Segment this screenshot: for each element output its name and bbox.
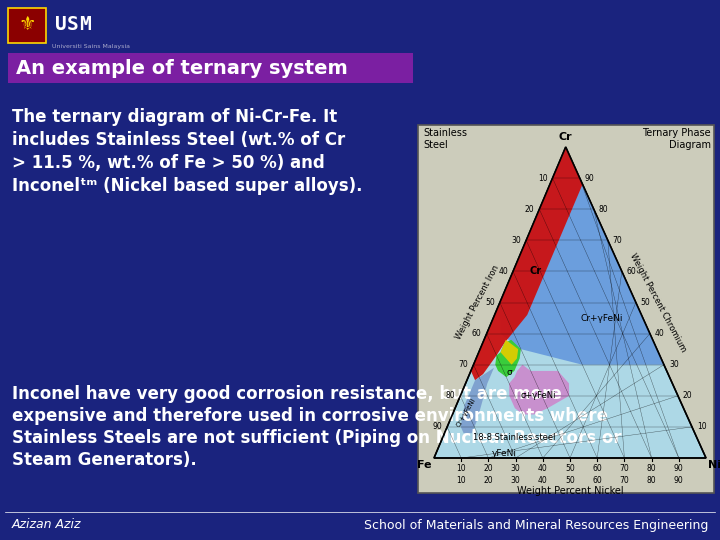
Text: 20: 20 — [484, 476, 493, 485]
Text: 40: 40 — [655, 329, 665, 338]
Text: Weight Percent Iron: Weight Percent Iron — [454, 264, 501, 341]
Text: Universiti Sains Malaysia: Universiti Sains Malaysia — [52, 44, 130, 49]
Text: 90: 90 — [433, 422, 442, 431]
Text: 80: 80 — [647, 464, 657, 473]
Text: 30: 30 — [669, 360, 679, 369]
Text: 20: 20 — [525, 205, 534, 214]
Polygon shape — [434, 147, 706, 458]
Text: U: U — [55, 16, 67, 35]
Text: ⚜: ⚜ — [18, 16, 36, 35]
Text: Cr+γFeNi: Cr+γFeNi — [581, 314, 624, 322]
Text: Stainless Steels are not sufficient (Piping on Nuclear Reactors or: Stainless Steels are not sufficient (Pip… — [12, 429, 621, 447]
Text: 20: 20 — [484, 464, 493, 473]
Text: 90: 90 — [674, 476, 684, 485]
Text: 60: 60 — [627, 267, 636, 276]
Text: 80: 80 — [446, 392, 455, 400]
Text: 50: 50 — [485, 298, 495, 307]
Text: σ+γFeNi: σ+γFeNi — [521, 392, 557, 400]
Text: 90: 90 — [585, 173, 595, 183]
Text: 50: 50 — [641, 298, 651, 307]
Text: Cr+γFeNi: Cr+γFeNi — [456, 397, 477, 428]
Text: expensive and therefore used in corrosive environments where: expensive and therefore used in corrosiv… — [12, 407, 608, 425]
Text: 30: 30 — [511, 236, 521, 245]
Bar — [418, 125, 714, 493]
Text: Azizan Aziz: Azizan Aziz — [12, 518, 81, 531]
Polygon shape — [500, 147, 706, 458]
Text: 70: 70 — [613, 236, 623, 245]
Text: An example of ternary system: An example of ternary system — [16, 58, 348, 78]
Text: Steam Generators).: Steam Generators). — [12, 451, 197, 469]
Text: Cr: Cr — [559, 132, 572, 142]
Text: Fe: Fe — [418, 460, 432, 470]
Text: Weight Percent Nickel: Weight Percent Nickel — [517, 486, 624, 496]
Bar — [52, 8, 110, 43]
Text: Inconelᵗᵐ (Nickel based super alloys).: Inconelᵗᵐ (Nickel based super alloys). — [12, 177, 362, 195]
Text: 30: 30 — [510, 464, 521, 473]
Bar — [8, 53, 413, 83]
Bar — [8, 8, 46, 43]
Polygon shape — [471, 147, 582, 380]
Text: The ternary diagram of Ni-Cr-Fe. It: The ternary diagram of Ni-Cr-Fe. It — [12, 108, 337, 126]
Text: 10: 10 — [697, 422, 706, 431]
Text: 40: 40 — [538, 464, 548, 473]
Text: 40: 40 — [538, 476, 548, 485]
Text: Weight Percent Chromium: Weight Percent Chromium — [628, 252, 688, 353]
Text: γFeNi: γFeNi — [492, 449, 517, 458]
Text: 60: 60 — [593, 476, 602, 485]
Text: includes Stainless Steel (wt.% of Cr: includes Stainless Steel (wt.% of Cr — [12, 131, 346, 149]
Text: 20: 20 — [683, 392, 693, 400]
Text: σ: σ — [507, 368, 513, 376]
Polygon shape — [495, 340, 521, 377]
Text: 10: 10 — [456, 464, 466, 473]
Text: Ni: Ni — [708, 460, 720, 470]
Text: 60: 60 — [593, 464, 602, 473]
Text: Inconel have very good corrosion resistance, but are more: Inconel have very good corrosion resista… — [12, 385, 562, 403]
Text: 40: 40 — [498, 267, 508, 276]
Text: M: M — [79, 16, 91, 35]
Text: 80: 80 — [599, 205, 608, 214]
Polygon shape — [461, 368, 494, 433]
Text: 80: 80 — [647, 476, 657, 485]
Text: S: S — [67, 16, 78, 35]
Text: Stainless
Steel: Stainless Steel — [423, 128, 467, 151]
Text: 70: 70 — [619, 476, 629, 485]
Text: 70: 70 — [459, 360, 469, 369]
Text: 50: 50 — [565, 476, 575, 485]
Text: 50: 50 — [565, 464, 575, 473]
Text: 30: 30 — [510, 476, 521, 485]
Text: 10: 10 — [456, 476, 466, 485]
Text: Cr: Cr — [529, 266, 541, 276]
Text: 18-8 Stainless steel: 18-8 Stainless steel — [473, 433, 555, 442]
Polygon shape — [509, 364, 569, 415]
Polygon shape — [500, 340, 518, 365]
Text: Ternary Phase
Diagram: Ternary Phase Diagram — [642, 128, 711, 151]
Text: 60: 60 — [472, 329, 482, 338]
Text: 90: 90 — [674, 464, 684, 473]
Text: School of Materials and Mineral Resources Engineering: School of Materials and Mineral Resource… — [364, 518, 708, 531]
Text: > 11.5 %, wt.% of Fe > 50 %) and: > 11.5 %, wt.% of Fe > 50 %) and — [12, 154, 325, 172]
Text: 10: 10 — [538, 173, 547, 183]
Text: 70: 70 — [619, 464, 629, 473]
